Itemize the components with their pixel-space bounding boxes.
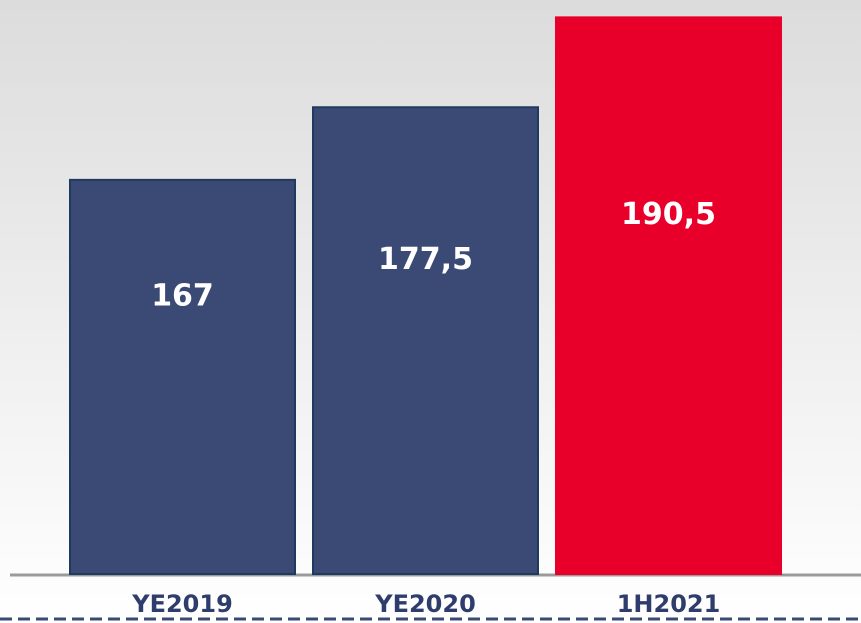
bar (69, 178, 296, 576)
value-label: 177,5 (378, 242, 473, 277)
x-tick-label: 1H2021 (617, 590, 721, 618)
x-tick-label: YE2019 (131, 590, 233, 618)
value-label: 190,5 (621, 197, 716, 232)
bar (555, 16, 782, 576)
bar (312, 106, 539, 575)
value-label: 167 (151, 278, 214, 313)
x-tick-label: YE2020 (374, 590, 476, 618)
